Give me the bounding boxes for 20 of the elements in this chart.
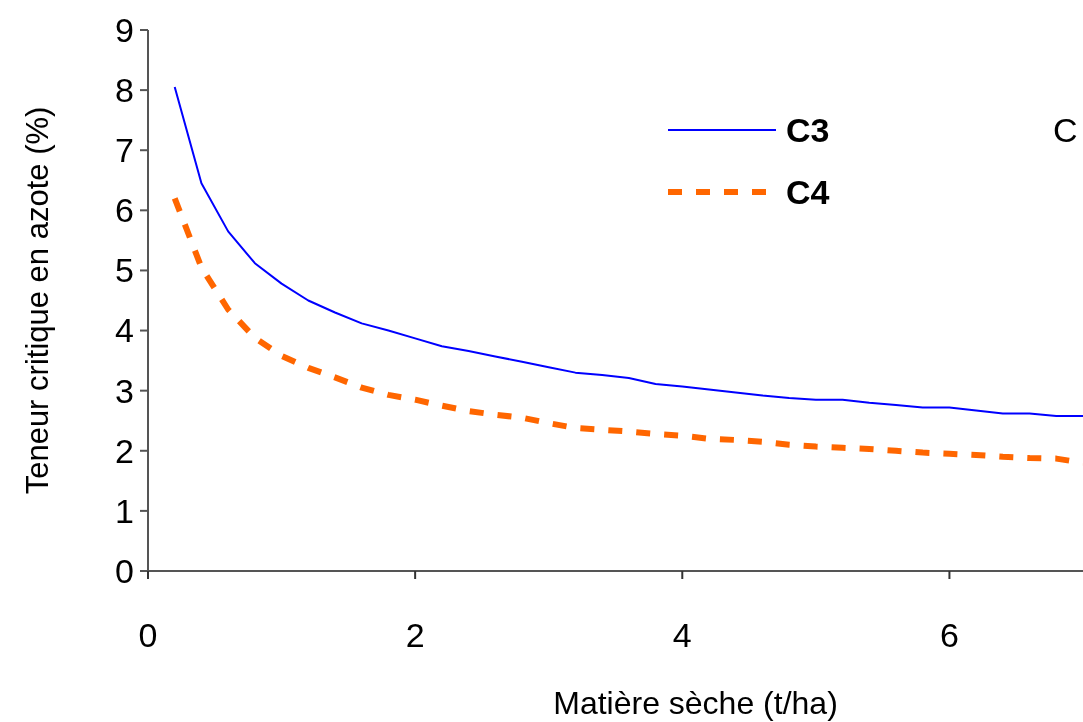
y-tick-label: 6 bbox=[115, 191, 134, 230]
line-series bbox=[173, 86, 1083, 417]
y-tick-label: 7 bbox=[115, 131, 134, 170]
y-tick-label: 5 bbox=[115, 251, 134, 290]
legend-label: C4 bbox=[786, 172, 830, 211]
annotation: C bbox=[1053, 111, 1078, 149]
x-tick-label: 0 bbox=[138, 616, 158, 654]
x-tick-label: 2 bbox=[405, 616, 425, 654]
x-tick-label: 4 bbox=[672, 616, 692, 654]
y-tick-label: 9 bbox=[115, 10, 134, 49]
y-tick-label: 0 bbox=[115, 551, 134, 590]
y-tick-label: 4 bbox=[115, 311, 134, 350]
y-axis-title: Teneur critique en azote (%) bbox=[20, 106, 55, 495]
y-tick-label: 1 bbox=[115, 491, 134, 530]
y-tick-label: 8 bbox=[115, 71, 134, 110]
legend-label: C3 bbox=[786, 110, 830, 149]
x-axis-title: Matière sèche (t/ha) bbox=[553, 685, 838, 721]
y-tick-label: 3 bbox=[115, 371, 134, 410]
x-tick-label: 6 bbox=[939, 616, 959, 654]
y-tick-label: 2 bbox=[115, 431, 134, 470]
